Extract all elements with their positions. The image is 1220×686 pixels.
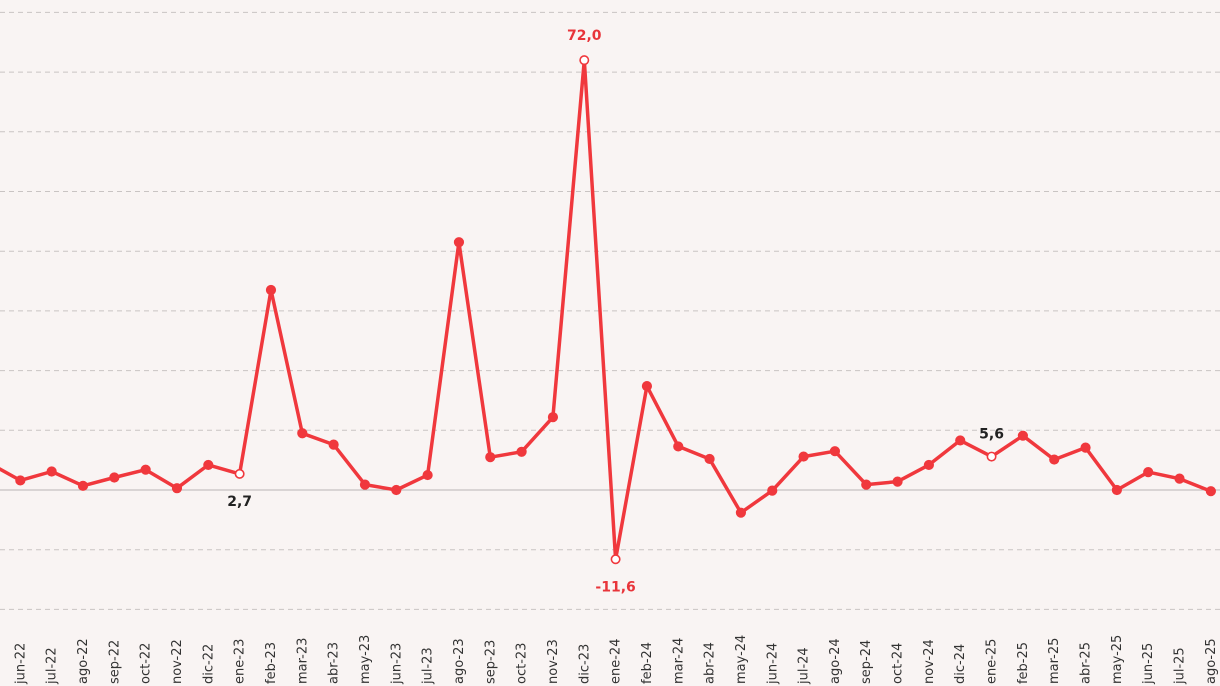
data-point-ago-25 bbox=[1205, 486, 1216, 497]
data-point-jul-24 bbox=[798, 451, 809, 462]
x-tick-mar-23: mar-23 bbox=[295, 638, 310, 684]
data-point-jul-23 bbox=[422, 469, 433, 481]
data-point-jul-22 bbox=[46, 466, 57, 477]
x-tick-jul-23: jul-23 bbox=[421, 647, 436, 685]
data-label-ene-23: 2,7 bbox=[227, 494, 252, 510]
data-point-ago-22 bbox=[77, 480, 89, 491]
data-point-dic-22 bbox=[203, 459, 214, 471]
data-point-ago-24 bbox=[829, 446, 841, 457]
data-point-dic-23 bbox=[579, 55, 590, 66]
data-point-may-25 bbox=[1111, 484, 1122, 496]
x-tick-sep-24: sep-24 bbox=[859, 640, 874, 684]
data-point-abr-23 bbox=[328, 439, 339, 450]
data-label-dic-23: 72,0 bbox=[567, 28, 602, 44]
data-point-abr-25 bbox=[1080, 442, 1091, 453]
x-tick-sep-23: sep-23 bbox=[483, 640, 498, 684]
data-points bbox=[15, 55, 1216, 565]
x-tick-dic-22: dic-22 bbox=[201, 644, 216, 684]
x-tick-jul-25: jul-25 bbox=[1173, 647, 1188, 685]
x-tick-abr-24: abr-24 bbox=[703, 642, 718, 684]
data-point-nov-22 bbox=[171, 483, 183, 494]
x-tick-ago-24: ago-24 bbox=[828, 638, 843, 684]
x-tick-feb-24: feb-24 bbox=[640, 642, 655, 684]
x-tick-may-25: may-25 bbox=[1110, 635, 1125, 684]
data-point-ago-23 bbox=[453, 237, 465, 248]
data-point-ene-25 bbox=[986, 451, 997, 462]
data-point-jun-22 bbox=[15, 475, 26, 486]
x-tick-dic-23: dic-23 bbox=[577, 644, 592, 684]
x-tick-may-24: may-24 bbox=[734, 635, 749, 684]
x-tick-mar-25: mar-25 bbox=[1047, 638, 1062, 684]
x-tick-jul-24: jul-24 bbox=[797, 647, 812, 685]
x-tick-sep-22: sep-22 bbox=[107, 640, 122, 684]
x-tick-feb-23: feb-23 bbox=[264, 642, 279, 684]
data-point-may-24 bbox=[735, 507, 747, 518]
x-tick-may-23: may-23 bbox=[358, 635, 373, 684]
data-point-mar-24 bbox=[673, 441, 684, 452]
x-tick-oct-24: oct-24 bbox=[891, 643, 906, 684]
data-point-mar-25 bbox=[1049, 454, 1060, 465]
x-tick-jul-22: jul-22 bbox=[45, 647, 60, 685]
x-tick-ene-23: ene-23 bbox=[233, 639, 248, 684]
data-label-ene-24: -11,6 bbox=[595, 579, 635, 595]
x-tick-ago-22: ago-22 bbox=[76, 638, 91, 684]
data-point-nov-24 bbox=[923, 459, 935, 471]
data-label-ene-25: 5,6 bbox=[979, 427, 1004, 443]
x-tick-dic-24: dic-24 bbox=[953, 644, 968, 684]
data-point-mar-23 bbox=[297, 428, 308, 439]
x-tick-nov-23: nov-23 bbox=[546, 639, 561, 684]
data-point-sep-23 bbox=[485, 452, 496, 463]
data-point-sep-22 bbox=[109, 472, 120, 483]
data-point-oct-22 bbox=[140, 464, 151, 475]
x-tick-jun-25: jun-25 bbox=[1141, 643, 1156, 685]
x-tick-nov-24: nov-24 bbox=[922, 639, 937, 684]
x-tick-ene-25: ene-25 bbox=[985, 639, 1000, 684]
data-point-sep-24 bbox=[861, 479, 872, 490]
data-point-may-23 bbox=[359, 479, 371, 490]
data-point-oct-23 bbox=[516, 446, 527, 457]
data-point-abr-24 bbox=[704, 453, 715, 465]
x-tick-nov-22: nov-22 bbox=[170, 639, 185, 684]
series-line bbox=[0, 58, 1213, 562]
data-point-jun-23 bbox=[391, 484, 402, 496]
data-point-oct-24 bbox=[892, 476, 903, 487]
data-point-jun-25 bbox=[1143, 466, 1154, 478]
x-tick-ene-24: ene-24 bbox=[609, 639, 624, 684]
x-tick-abr-23: abr-23 bbox=[327, 642, 342, 684]
x-tick-ago-23: ago-23 bbox=[452, 638, 467, 684]
x-axis: may-22jun-22jul-22ago-22sep-22oct-22nov-… bbox=[13, 635, 1219, 685]
data-point-jul-25 bbox=[1174, 473, 1185, 484]
data-point-ene-24 bbox=[610, 554, 621, 565]
grid-lines bbox=[0, 11, 1220, 610]
x-tick-abr-25: abr-25 bbox=[1079, 642, 1094, 684]
data-point-dic-24 bbox=[955, 435, 966, 446]
data-point-feb-25 bbox=[1017, 430, 1028, 441]
x-tick-jun-24: jun-24 bbox=[765, 643, 780, 685]
x-tick-mar-24: mar-24 bbox=[671, 638, 686, 684]
data-point-ene-23 bbox=[234, 468, 245, 479]
x-tick-oct-23: oct-23 bbox=[515, 643, 530, 684]
data-labels: 2,7 72,0 -11,6 5,6 bbox=[227, 28, 1004, 595]
data-point-feb-23 bbox=[265, 284, 277, 296]
x-tick-jun-22: jun-22 bbox=[13, 643, 28, 685]
x-tick-oct-22: oct-22 bbox=[139, 643, 154, 684]
data-point-jun-24 bbox=[767, 485, 778, 496]
data-point-feb-24 bbox=[641, 381, 653, 392]
x-tick-jun-23: jun-23 bbox=[389, 643, 404, 685]
series-lines bbox=[0, 58, 1213, 562]
data-point-nov-23 bbox=[547, 412, 559, 423]
x-tick-feb-25: feb-25 bbox=[1016, 642, 1031, 684]
x-tick-ago-25: ago-25 bbox=[1204, 638, 1219, 684]
